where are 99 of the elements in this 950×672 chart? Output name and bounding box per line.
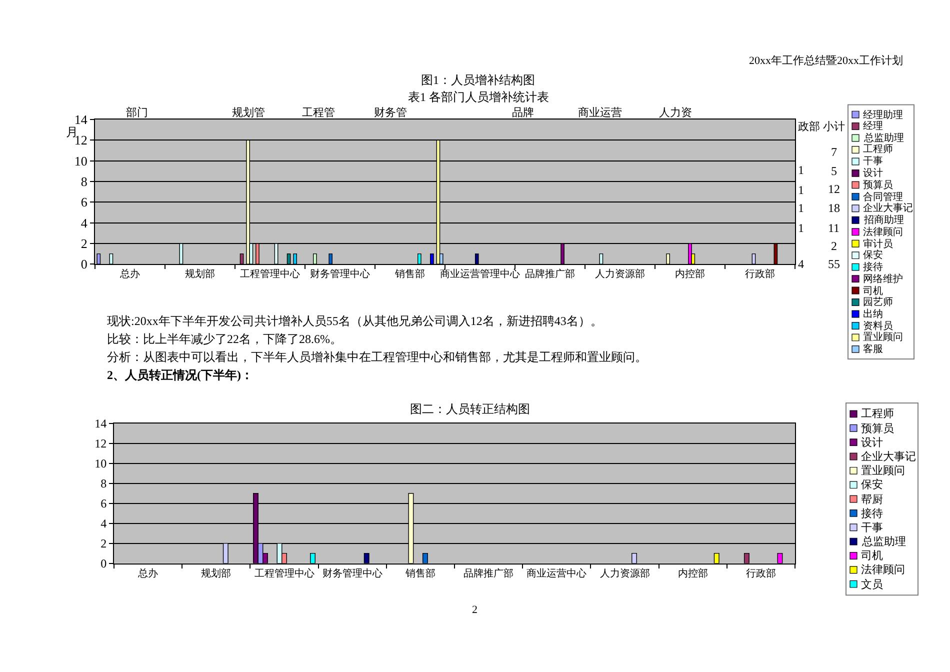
y-tick-label: 0 [100, 556, 107, 570]
x-tick-label: 规划部 [185, 268, 215, 280]
text: 小计 [823, 120, 845, 133]
text: 工程管 [302, 107, 335, 119]
y-tick-label: 10 [94, 456, 107, 471]
x-tick-label: 财务管理中心 [310, 268, 370, 280]
x-tick-label: 总办 [137, 567, 158, 580]
text: 比较：比上半年减少了22名，下降了28.6%。 [107, 332, 342, 346]
legend-label: 法律顾问 [863, 226, 903, 238]
legend-label: 总监助理 [863, 132, 904, 144]
x-tick-label: 行政部 [745, 268, 775, 280]
legend-label: 总监助理 [861, 535, 906, 548]
text: 7 [831, 145, 837, 159]
legend-label: 网络维护 [863, 273, 903, 285]
y-tick-label: 14 [94, 416, 107, 431]
legend-label: 招商助理 [863, 214, 904, 226]
y-tick-label: 6 [80, 194, 88, 210]
x-tick-label: 销售部 [394, 268, 425, 280]
legend-label: 预算员 [863, 179, 893, 191]
text: 品牌 [512, 107, 534, 119]
legend-label: 文员 [861, 578, 883, 591]
text: 20xx年工作总结暨20xx工作计划 [749, 54, 903, 67]
legend-label: 企业大事记 [861, 450, 916, 463]
y-tick-label: 8 [100, 476, 107, 491]
text: 2 [472, 604, 478, 616]
legend-label: 置业顾问 [863, 331, 903, 343]
chart-title: 图二：人员转正结构图 [410, 402, 530, 416]
legend-label: 帮厨 [861, 493, 883, 506]
legend-label: 法律顾问 [861, 563, 905, 576]
legend-label: 审计员 [863, 238, 893, 250]
legend-label: 接待 [863, 261, 883, 273]
y-tick-label: 2 [80, 236, 88, 252]
legend-label: 设计 [861, 436, 883, 449]
y-tick-label: 10 [74, 153, 88, 168]
y-tick-label: 8 [80, 174, 88, 189]
x-tick-label: 商业运营中心 [526, 567, 587, 580]
legend-label: 合同管理 [863, 191, 903, 203]
legend-label: 干事 [863, 155, 883, 167]
legend-label: 保安 [863, 249, 883, 261]
legend-label: 企业大事记 [863, 202, 913, 214]
legend-label: 设计 [863, 167, 883, 179]
legend-label: 司机 [863, 285, 883, 297]
text: 政部 [798, 120, 820, 133]
y-tick-label: 0 [80, 256, 88, 272]
legend-label: 经理 [863, 120, 883, 132]
x-tick-label: 财务管理中心 [322, 567, 382, 580]
text: 部门 [126, 106, 148, 119]
text: 1 [798, 221, 804, 235]
text: 5 [831, 164, 837, 178]
x-tick-label: 工程管理中心 [254, 567, 314, 580]
text: 1 1 [798, 163, 804, 197]
text: 11 [828, 221, 840, 235]
legend-label: 预算员 [861, 422, 894, 435]
legend-label: 工程师 [863, 144, 893, 155]
y-tick-label: 14 [74, 112, 88, 127]
y-tick-label: 4 [80, 215, 88, 230]
x-tick-label: 品牌推广部 [464, 567, 514, 580]
chart-title: 图1：人员增补结构图 [421, 73, 535, 87]
text: 1 [798, 201, 804, 215]
text: 12 [828, 182, 840, 196]
legend-label: 出纳 [863, 308, 883, 320]
text: 商业运营 [578, 106, 622, 119]
x-tick-label: 总办 [119, 268, 140, 280]
x-tick-label: 商业运营管理中心 [440, 268, 520, 280]
legend-label: 资料员 [863, 320, 893, 332]
x-tick-label: 内控部 [678, 567, 708, 580]
legend-label: 接待 [861, 507, 883, 520]
y-tick-label: 2 [100, 536, 107, 551]
x-tick-label: 工程管理中心 [240, 268, 300, 280]
x-tick-label: 内控部 [675, 268, 705, 280]
text: 财务管 [374, 106, 407, 119]
x-tick-label: 品牌推广部 [525, 268, 575, 280]
x-tick-label: 人力资源部 [600, 567, 650, 580]
text: 4 [798, 257, 804, 271]
text: 18 [828, 201, 840, 215]
legend-label: 工程师 [861, 407, 894, 420]
text: 现状:20xx年下半年开发公司共计增补人员55名（从其他兄弟公司调入12名，新进招聘43名）。 [107, 314, 602, 328]
legend-label: 置业顾问 [861, 464, 905, 477]
legend-label: 司机 [861, 549, 883, 562]
x-tick-label: 人力资源部 [595, 268, 645, 280]
legend-label: 干事 [861, 521, 883, 534]
x-tick-label: 规划部 [201, 567, 232, 580]
text: 人力资 [659, 106, 692, 119]
text: 分析：从图表中可以看出，下半年人员增补集中在工程管理中心和销售部，尤其是工程师和置业顾问。 [107, 350, 647, 364]
y-tick-label: 4 [100, 516, 107, 531]
text: 55 [828, 257, 840, 271]
chart-subtitle: 表1 各部门人员增补统计表 [408, 90, 549, 104]
x-tick-label: 行政部 [746, 567, 776, 580]
text: 2 [831, 239, 837, 253]
legend-label: 园艺师 [863, 296, 893, 308]
legend-label: 经理助理 [863, 109, 903, 121]
legend-label: 保安 [861, 478, 883, 491]
y-tick-label: 12 [94, 436, 107, 451]
legend-label: 客服 [863, 343, 883, 355]
text: 2、人员转正情况(下半年)： [107, 368, 253, 382]
y-tick-label: 12 [74, 132, 88, 148]
x-tick-label: 销售部 [404, 567, 436, 580]
y-tick-label: 6 [100, 496, 107, 511]
text: 规划管 [232, 106, 265, 119]
